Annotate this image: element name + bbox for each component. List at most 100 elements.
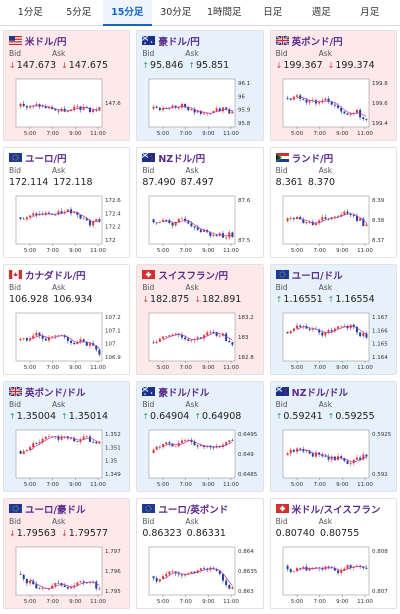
price-row: ↑0.64904 ↑0.64908: [142, 410, 258, 423]
currency-card[interactable]: NZドル/ドル Bid Ask ↑0.59241 ↑0.59255 0.5925 0.592…: [269, 381, 397, 492]
y-tick-label: 107.1: [105, 328, 121, 334]
mini-chart[interactable]: 0.864 0.8635 0.863 5:00 7:00 9:00 11:00: [143, 543, 259, 607]
mini-chart[interactable]: 0.5925 0.592 5:00 7:00 9:00 11:00: [277, 426, 393, 490]
currency-card[interactable]: ユーロ/円 Bid Ask 172.114 172.118 172.6 172.4 172.2…: [3, 147, 131, 258]
candle-body: [22, 218, 25, 220]
candle-body: [193, 441, 196, 446]
candle-body: [317, 329, 320, 333]
tab-timeframe[interactable]: 日足: [263, 6, 283, 18]
price-chart: 0.808 0.807 5:00 7:00 9:00 11:00: [282, 546, 388, 605]
currency-pair-title[interactable]: ユーロ/豪ドル: [25, 504, 86, 516]
currency-pair-title[interactable]: NZドル/円: [158, 153, 206, 165]
currency-grid: 米ドル/円 Bid Ask ↓147.673 ↓147.675 147.6 5:00 7:00…: [0, 26, 400, 609]
currency-card[interactable]: NZドル/円 Bid Ask 87.490 87.497 87.6 87.5 5:00 7:00…: [136, 147, 264, 258]
x-tick-label: 7:00: [313, 248, 326, 254]
candle-body: [193, 109, 196, 113]
currency-card[interactable]: ランド/円 Bid Ask 8.361 8.370 8.39 8.38 8.37 5:00 7:0…: [269, 147, 397, 258]
up-arrow-icon: ↑: [9, 412, 16, 421]
candle-body: [330, 330, 333, 332]
currency-card[interactable]: ユーロ/豪ドル Bid Ask ↓1.79563 ↓1.79577 1.797 1.796 1…: [3, 498, 131, 609]
price-chart: 0.5925 0.592 5:00 7:00 9:00 11:00: [282, 429, 391, 488]
mini-chart[interactable]: 183.2 183 182.8 5:00 7:00 9:00 11:00: [143, 309, 259, 373]
candle-body: [228, 340, 231, 343]
y-tick-label: 172: [105, 238, 116, 244]
candle-body: [178, 573, 181, 575]
candle-body: [358, 457, 361, 460]
y-tick-label: 96.1: [238, 81, 250, 87]
price-chart: 199.8 199.6 199.4 5:00 7:00 9:00 11:00: [282, 78, 388, 137]
tab-timeframe[interactable]: 30分足: [160, 6, 192, 18]
currency-pair-title[interactable]: 英ポンド/ドル: [25, 387, 86, 399]
mini-chart[interactable]: 0.6495 0.649 0.6485 5:00 7:00 9:00 11:00: [143, 426, 259, 490]
tab-timeframe[interactable]: 週足: [311, 6, 331, 18]
currency-pair-title[interactable]: ランド/円: [291, 153, 334, 165]
tab-timeframe[interactable]: 月足: [360, 6, 380, 18]
currency-card[interactable]: スイスフラン/円 Bid Ask ↓182.875 ↓182.891 183.2 183 18…: [136, 264, 264, 375]
y-tick-label: 8.38: [372, 218, 385, 224]
currency-pair-title[interactable]: 英ポンド/円: [291, 36, 343, 48]
tab-timeframe[interactable]: 1分足: [17, 6, 43, 18]
candle-body: [317, 220, 320, 224]
tab-timeframe[interactable]: 1時間足: [206, 6, 242, 18]
ask-value: 0.80755: [319, 528, 360, 539]
mini-chart[interactable]: 172.6 172.4 172.2 172 5:00 7:00 9:00 11:00: [10, 192, 126, 256]
mini-chart[interactable]: 199.8 199.6 199.4 5:00 7:00 9:00 11:00: [277, 75, 393, 139]
bid-label: Bid: [9, 166, 21, 175]
candle-body: [60, 211, 63, 214]
mini-chart[interactable]: 96.1 96 95.9 95.8 5:00 7:00 9:00 11:00: [143, 75, 259, 139]
x-tick-label: 11:00: [90, 365, 106, 371]
ask-price: ↑0.59255: [328, 410, 375, 423]
currency-card[interactable]: 米ドル/スイスフラン Bid Ask 0.80740 0.80755 0.808 0.807…: [269, 498, 397, 609]
mini-chart[interactable]: 1.797 1.796 1.795 5:00 7:00 9:00 11:00: [10, 543, 126, 607]
mini-chart[interactable]: 8.39 8.38 8.37 5:00 7:00 9:00 11:00: [277, 192, 393, 256]
currency-card[interactable]: 英ポンド/円 Bid Ask ↓199.367 ↓199.374 199.8 199.6 19…: [269, 30, 397, 141]
x-tick-label: 7:00: [180, 131, 193, 137]
candle-body: [181, 574, 184, 576]
mini-chart[interactable]: 147.6 5:00 7:00 9:00 11:00: [10, 75, 126, 139]
candle-body: [289, 449, 292, 454]
candle-body: [231, 232, 234, 237]
currency-card[interactable]: ユーロ/英ポンド Bid Ask 0.86323 0.86331 0.864 0.8635 0…: [136, 498, 264, 609]
currency-pair-title[interactable]: 豪ドル/ドル: [158, 387, 210, 399]
price-chart: 1.352 1.351 1.35 1.349 5:00 7:00 9:00 11:00: [15, 429, 121, 488]
mini-chart[interactable]: 87.6 87.5 5:00 7:00 9:00 11:00: [143, 192, 259, 256]
currency-pair-title[interactable]: スイスフラン/円: [158, 270, 229, 282]
candle-body: [171, 105, 174, 108]
bid-label: Bid: [142, 49, 155, 58]
currency-pair-title[interactable]: ユーロ/英ポンド: [158, 504, 229, 516]
mini-chart[interactable]: 1.167 1.166 1.165 1.164 5:00 7:00 9:00 11:00: [277, 309, 393, 373]
price-row: ↑0.59241 ↑0.59255: [276, 410, 392, 423]
currency-pair-title[interactable]: ユーロ/ドル: [291, 270, 343, 282]
currency-pair-title[interactable]: NZドル/ドル: [291, 387, 348, 399]
mini-chart[interactable]: 0.808 0.807 5:00 7:00 9:00 11:00: [277, 543, 393, 607]
tab-timeframe[interactable]: 15分足: [103, 0, 152, 26]
currency-card[interactable]: カナダドル/円 Bid Ask 106.928 106.934 107.2 107.1 107…: [3, 264, 131, 375]
mini-chart[interactable]: 1.352 1.351 1.35 1.349 5:00 7:00 9:00 11:00: [10, 426, 126, 490]
candle-body: [314, 567, 317, 569]
currency-card[interactable]: 豪ドル/円 Bid Ask ↑95.846 ↑95.851 96.1 96 95.9 95.8 5…: [136, 30, 264, 141]
currency-card[interactable]: 豪ドル/ドル Bid Ask ↑0.64904 ↑0.64908 0.6495 0.649 0…: [136, 381, 264, 492]
currency-card[interactable]: 英ポンド/ドル Bid Ask ↑1.35004 ↑1.35014 1.352 1.351 1…: [3, 381, 131, 492]
currency-pair-title[interactable]: 米ドル/円: [25, 36, 67, 48]
currency-pair-title[interactable]: カナダドル/円: [25, 270, 86, 282]
candle-body: [219, 233, 222, 236]
mini-chart[interactable]: 107.2 107.1 107 106.9 5:00 7:00 9:00 11:00: [10, 309, 126, 373]
currency-card[interactable]: 米ドル/円 Bid Ask ↓147.673 ↓147.675 147.6 5:00 7:00…: [3, 30, 131, 141]
candle-body: [190, 109, 193, 111]
candle-body: [88, 107, 91, 112]
currency-pair-title[interactable]: 豪ドル/円: [158, 36, 200, 48]
candle-body: [29, 338, 32, 341]
tab-timeframe[interactable]: 5分足: [66, 6, 92, 18]
currency-pair-title[interactable]: ユーロ/円: [25, 153, 67, 165]
candle-body: [174, 105, 177, 108]
candle-body: [95, 581, 98, 589]
currency-pair-title[interactable]: 米ドル/スイスフラン: [291, 504, 381, 516]
bid-value: 172.114: [9, 177, 49, 188]
candle-body: [82, 106, 85, 110]
moving-average-line: [163, 332, 233, 341]
bid-value: 0.64904: [150, 411, 190, 422]
candle-body: [339, 214, 342, 217]
candle-body: [76, 582, 79, 586]
currency-card[interactable]: ユーロ/ドル Bid Ask ↑1.16551 ↑1.16554 1.167 1.166 1.…: [269, 264, 397, 375]
y-tick-label: 172.2: [105, 225, 121, 231]
